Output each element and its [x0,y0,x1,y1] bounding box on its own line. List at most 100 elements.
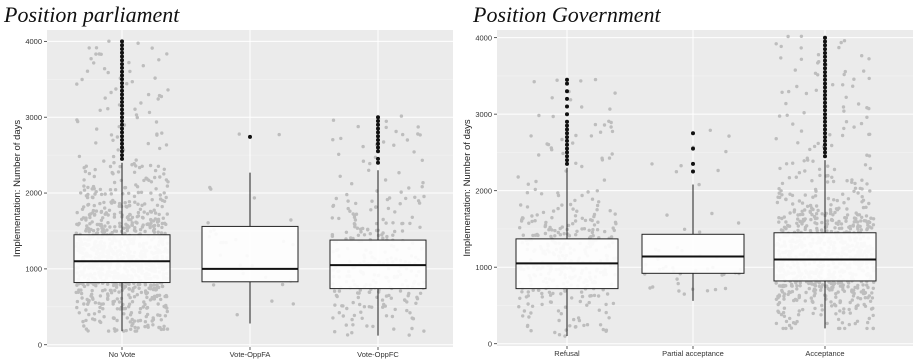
jitter-point [580,164,584,169]
jitter-point [138,227,143,232]
jitter-point [345,192,349,197]
jitter-point [777,294,782,298]
jitter-point [540,291,544,296]
jitter-point [537,153,541,157]
jitter-point [374,205,378,209]
chart-panel-1: 0 1000 2000 3000 4000 No Vote Vote-OppFA Vote-O… [12,30,453,359]
jitter-point [97,301,101,305]
jitter-point [82,166,86,170]
jitter-point [123,284,128,289]
jitter-point [134,229,138,233]
jitter-point [539,192,544,196]
jitter-point [153,211,158,215]
jitter-point [589,134,594,138]
jitter-point [856,102,861,106]
jitter-point [782,314,787,318]
jitter-point [791,161,795,165]
jitter-point [163,221,167,225]
jitter-point [825,222,830,226]
jitter-point [825,284,829,288]
jitter-point [870,291,874,295]
jitter-point [590,218,594,223]
jitter-point [592,223,597,227]
jitter-point [846,285,850,289]
jitter-point [141,216,145,220]
jitter-point [836,317,841,322]
jitter-point [136,319,140,323]
jitter-point [160,198,165,203]
jitter-point [861,198,866,202]
jitter-point [838,309,842,313]
jitter-point [856,227,860,231]
jitter-point [595,189,599,193]
jitter-point [819,228,824,232]
x-tick-label: Vote-OppFC [357,350,399,359]
jitter-point [161,216,165,220]
jitter-point [605,292,610,296]
jitter-point [868,132,872,136]
jitter-point [111,154,116,159]
jitter-point [830,175,834,179]
jitter-point [79,191,83,195]
jitter-point [553,234,557,238]
jitter-point [848,311,852,315]
outlier-point [120,58,124,63]
jitter-point [817,167,822,171]
outlier-point [823,108,827,113]
jitter-point [130,163,134,167]
jitter-point [832,198,836,202]
jitter-point [588,294,592,298]
jitter-point [798,220,803,224]
jitter-point [160,204,164,209]
jitter-point [87,171,92,176]
jitter-point [782,294,786,298]
jitter-point [705,289,710,293]
outlier-point [823,85,827,90]
outlier-point [120,126,124,131]
y-tick-label: 2000 [475,186,492,195]
jitter-point [813,288,818,292]
y-tick-label: 1000 [25,264,42,273]
jitter-point [352,313,357,318]
jitter-point [92,61,96,65]
jitter-point [810,212,814,217]
jitter-point [112,161,116,165]
jitter-point [384,221,388,225]
jitter-point [133,226,137,230]
jitter-point [368,232,372,236]
jitter-point [101,216,105,220]
jitter-point [96,227,100,232]
y-axis-label: Implementation: Number of days [462,119,473,257]
jitter-point [534,179,538,184]
jitter-point [860,178,864,182]
box-2 [641,131,745,301]
jitter-point [789,284,794,288]
jitter-point [713,287,718,292]
jitter-point [862,302,866,307]
jitter-point [150,319,154,323]
jitter-point [151,323,155,327]
jitter-point [108,188,113,192]
jitter-point [350,317,354,322]
jitter-point [841,83,845,87]
jitter-point [138,307,143,311]
jitter-point [102,159,106,163]
outlier-point [376,119,380,123]
y-tick-label: 2000 [25,189,42,198]
jitter-point [116,170,121,174]
jitter-point [799,129,804,133]
outlier-point [565,112,569,117]
x-tick-label: Vote-OppFA [230,350,271,359]
jitter-point [858,297,863,301]
jitter-point [571,207,575,211]
jitter-point [816,73,820,77]
jitter-point [77,154,82,159]
jitter-point [736,221,741,225]
jitter-point [847,322,851,327]
jitter-point [866,223,870,227]
jitter-point [811,207,815,212]
jitter-point [370,305,374,309]
jitter-point [108,225,112,229]
jitter-point [795,84,799,89]
jitter-point [610,129,615,134]
